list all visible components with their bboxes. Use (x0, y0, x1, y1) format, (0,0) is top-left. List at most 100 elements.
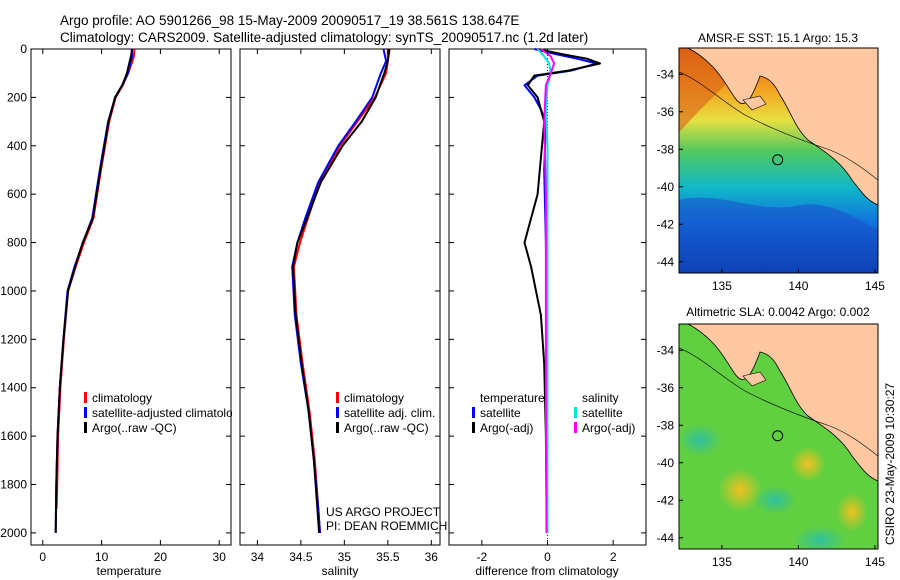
sst-argo-marker (772, 154, 784, 166)
sal-xtick-label: 34.5 (289, 550, 313, 564)
legend-diff-sal-argo-label: Argo(-adj) (582, 421, 636, 435)
legend-argo: Argo(..raw -QC) (84, 421, 232, 436)
sla-map: Altimetric SLA: 0.0042 Argo: 0.002 135 14… (657, 305, 886, 569)
legend-diff-sal-satellite-label: satellite (582, 406, 623, 420)
diff-xtick-label: 2 (610, 550, 617, 564)
difference-xlabel: difference from climatology (475, 564, 618, 578)
sst-shelf-contour (679, 71, 878, 181)
temperature-xlabel: temperature (97, 564, 162, 578)
legend-diff-sal-satellite: satellite (574, 406, 635, 421)
legend-diff-temp-argo: Argo(-adj) (472, 421, 545, 436)
salinity-axes-frame (239, 48, 441, 546)
sal-series-argo-raw-qc- (292, 48, 391, 533)
sal-xtick-label: 35.5 (376, 550, 400, 564)
sla-land (687, 324, 878, 482)
temp-ytick-label: 200 (7, 90, 27, 104)
difference-salinity-legend: salinity satellite Argo(-adj) (574, 391, 635, 436)
legend-climatology-label: climatology (92, 391, 153, 405)
sst-ytick-label: -40 (657, 180, 675, 194)
salinity-panel: 34 34.5 35 35.5 36 salinity US ARGO PROJECT … (239, 48, 447, 578)
temp-xtick-label: 20 (154, 550, 168, 564)
sst-ytick-label: -42 (657, 217, 675, 231)
sla-shelf-contour (679, 347, 878, 457)
temp-ytick-label: 1200 (0, 332, 27, 346)
sst-xtick-label: 140 (788, 279, 808, 293)
sla-ytick-label: -44 (657, 531, 675, 545)
legend-sal-climatology: climatology (336, 391, 435, 406)
temp-ytick-label: 1800 (0, 478, 27, 492)
legend-diff-temp-satellite: satellite (472, 406, 545, 421)
sla-low-1 (753, 486, 797, 514)
temp-ytick-label: 800 (7, 236, 27, 250)
sla-xtick-label: 135 (712, 555, 732, 569)
sla-xtick-label: 145 (865, 555, 885, 569)
project-annotation-line-2: PI: DEAN ROEMMICH (326, 519, 447, 533)
diff-series-salinity-argo-adj- (540, 48, 556, 533)
legend-diff-temp-header: temperature (480, 391, 545, 405)
temp-ytick-label: 1000 (0, 284, 27, 298)
legend-satellite-adjusted: satellite-adjusted climatology (84, 406, 232, 421)
temperature-axes-frame (30, 48, 232, 546)
salinity-xlabel: salinity (322, 564, 359, 578)
legend-argo-label: Argo(..raw -QC) (92, 421, 177, 435)
sst-xtick-label: 145 (865, 279, 885, 293)
sst-ytick-label: -38 (657, 142, 675, 156)
sla-high-3 (836, 492, 868, 532)
temperature-panel: 0 10 20 30 0 200 400 600 800 1000 1200 1400 1600 180… (0, 42, 232, 578)
temp-xtick-label: 30 (213, 550, 227, 564)
difference-temperature-legend: temperature satellite Argo(-adj) (472, 391, 545, 436)
salinity-legend: climatology satellite adj. clim. Argo(..… (336, 391, 435, 436)
temp-ytick-label: 1600 (0, 429, 27, 443)
temp-ytick-label: 1400 (0, 381, 27, 395)
sla-argo-marker (772, 430, 784, 442)
sst-map-title: AMSR-E SST: 15.1 Argo: 15.3 (698, 31, 858, 45)
legend-sal-climatology-label: climatology (344, 391, 405, 405)
sla-low-3 (794, 526, 846, 549)
sla-ytick-label: -34 (657, 343, 675, 357)
legend-climatology: climatology (84, 391, 232, 406)
legend-diff-sal-header: salinity (582, 391, 619, 405)
temp-xtick-label: 0 (39, 550, 46, 564)
sla-high-1 (718, 468, 762, 512)
temp-ytick-label: 600 (7, 187, 27, 201)
sla-map-frame (678, 323, 879, 550)
sla-ytick-label: -36 (657, 381, 675, 395)
sal-xtick-label: 34 (251, 550, 265, 564)
difference-panel: -2 0 2 difference from climatology (448, 48, 647, 578)
legend-diff-temp-argo-label: Argo(-adj) (480, 421, 534, 435)
sla-ytick-label: -42 (657, 493, 675, 507)
temp-ytick-label: 0 (20, 42, 27, 56)
header-line-2: Climatology: CARS2009. Satellite-adjuste… (60, 30, 589, 45)
sst-map: AMSR-E SST: 15.1 Argo: 15.3 135 140 145 -3… (657, 31, 886, 293)
temp-series-argo-raw-qc- (54, 48, 134, 533)
legend-diff-temp-satellite-label: satellite (480, 406, 521, 420)
sst-map-frame (678, 47, 879, 274)
legend-diff-sal-argo: Argo(-adj) (574, 421, 635, 436)
temp-ytick-label: 2000 (0, 526, 27, 540)
sst-island (742, 95, 767, 111)
diff-xtick-label: -2 (476, 550, 487, 564)
header-line-1: Argo profile: AO 5901266_98 15-May-2009 … (60, 13, 520, 28)
sla-xtick-label: 140 (788, 555, 808, 569)
sal-xtick-label: 36 (425, 550, 439, 564)
sla-low-2 (679, 424, 722, 456)
sst-cold-pool (679, 197, 878, 273)
legend-sal-satellite-label: satellite adj. clim. (344, 406, 436, 420)
legend-sal-argo: Argo(..raw -QC) (336, 421, 435, 436)
credit-stamp: CSIRO 23-May-2009 10:30:27 (883, 383, 897, 545)
legend-sal-argo-label: Argo(..raw -QC) (344, 421, 429, 435)
sla-island (742, 371, 767, 387)
sst-land (687, 48, 878, 206)
temp-ytick-label: 400 (7, 139, 27, 153)
legend-sal-satellite: satellite adj. clim. (336, 406, 435, 421)
sal-xtick-label: 35 (338, 550, 352, 564)
legend-satellite-adjusted-label: satellite-adjusted climatology (92, 406, 232, 420)
sst-ytick-label: -34 (657, 67, 675, 81)
temp-xtick-label: 10 (95, 550, 109, 564)
sst-ytick-label: -44 (657, 255, 675, 269)
sst-ytick-label: -36 (657, 105, 675, 119)
sst-xtick-label: 135 (712, 279, 732, 293)
project-annotation-line-1: US ARGO PROJECT (326, 505, 441, 519)
temperature-legend: climatology satellite-adjusted climatolo… (84, 391, 232, 436)
